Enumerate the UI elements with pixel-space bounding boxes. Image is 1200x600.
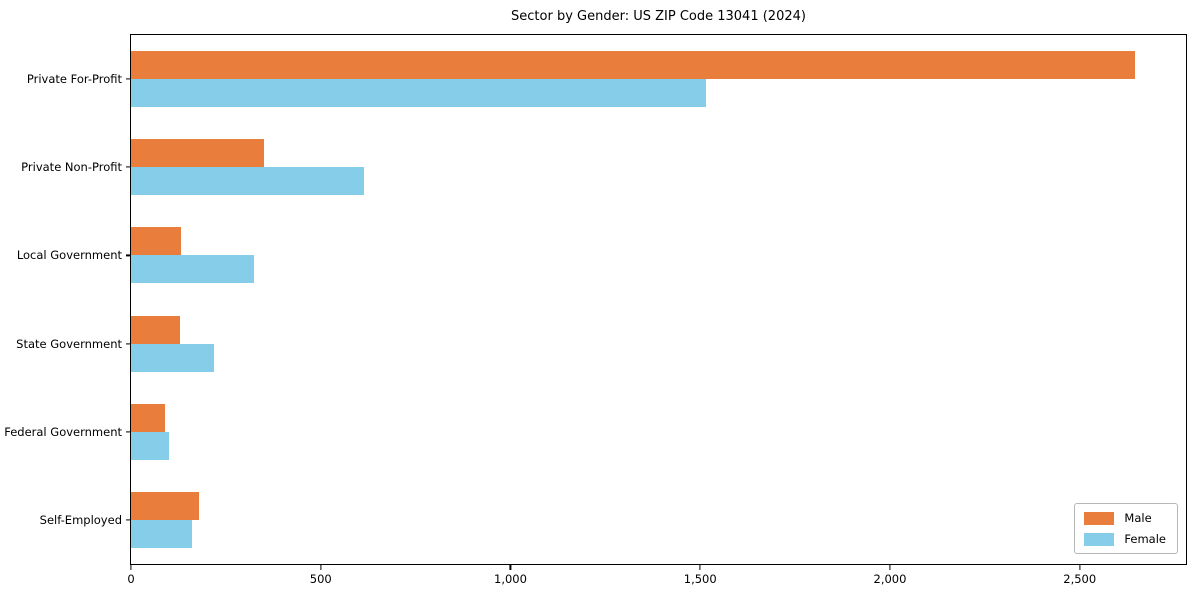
bar-group-federal-government: [131, 403, 1186, 460]
bar-group-private-non-profit: [131, 139, 1186, 196]
legend-label-female: Female: [1124, 532, 1166, 546]
y-axis-label-private-for-profit: Private For-Profit: [26, 72, 122, 87]
x-tick-label: 2,500: [1063, 572, 1097, 586]
bar-female-self-employed: [131, 519, 193, 548]
y-axis-label-federal-government: Federal Government: [4, 424, 122, 439]
bar-group-state-government: [131, 315, 1186, 372]
x-axis: 0 500 1,000 1,500 2,000 2,500: [127, 564, 1186, 594]
x-tick-label: 1,500: [683, 572, 717, 586]
x-tick-label: 0: [127, 572, 135, 586]
y-axis-label-self-employed: Self-Employed: [39, 512, 122, 527]
y-axis-label-state-government: State Government: [16, 336, 122, 351]
legend-swatch-male: [1084, 511, 1115, 525]
category-row-state-government: State Government: [16, 300, 1186, 388]
x-tick-label: 500: [309, 572, 332, 586]
legend-label-male: Male: [1124, 511, 1152, 525]
x-tick-mark: [699, 565, 701, 570]
legend-item-male: Male: [1084, 511, 1166, 525]
x-tick-mark: [889, 565, 891, 570]
y-tick-mark: [126, 431, 131, 433]
y-tick-mark: [126, 343, 131, 345]
bar-female-state-government: [131, 343, 215, 372]
bar-female-federal-government: [131, 431, 169, 460]
y-tick-mark: [126, 78, 131, 80]
x-tick-mark: [1079, 565, 1081, 570]
category-row-federal-government: Federal Government: [4, 388, 1186, 476]
plot-area: Private For-Profit Private Non-Profit Loca…: [4, 34, 1187, 586]
legend-item-female: Female: [1084, 532, 1166, 546]
x-tick-label: 2,000: [873, 572, 907, 586]
x-tick-mark: [509, 565, 512, 570]
y-tick-mark: [126, 519, 131, 521]
category-row-self-employed: Self-Employed: [40, 476, 1186, 564]
legend-swatch-female: [1084, 532, 1115, 546]
bar-male-local-government: [131, 227, 182, 256]
bar-group-local-government: [131, 227, 1186, 284]
x-tick-label: 1,000: [494, 572, 527, 586]
y-tick-mark: [126, 166, 131, 168]
x-tick-mark: [320, 565, 322, 570]
category-row-local-government: Local Government: [17, 211, 1186, 299]
category-row-private-non-profit: Private Non-Profit: [21, 123, 1186, 211]
bar-female-local-government: [131, 255, 254, 284]
legend: Male Female: [1074, 503, 1178, 554]
chart-title: Sector by Gender: US ZIP Code 13041 (202…: [511, 9, 806, 24]
bar-male-state-government: [131, 315, 180, 344]
bar-rows: Private For-Profit Private Non-Profit Loca…: [4, 35, 1186, 564]
y-tick-mark: [126, 254, 131, 257]
bar-male-private-non-profit: [131, 139, 264, 168]
bar-male-self-employed: [131, 491, 199, 520]
bar-female-private-for-profit: [131, 79, 706, 108]
bar-male-private-for-profit: [131, 51, 1135, 80]
category-row-private-for-profit: Private For-Profit: [27, 35, 1186, 123]
y-axis-label-private-non-profit: Private Non-Profit: [21, 160, 122, 175]
x-tick-mark: [130, 565, 132, 570]
y-axis-label-local-government: Local Government: [16, 248, 122, 263]
bar-group-private-for-profit: [131, 51, 1186, 108]
bar-male-federal-government: [131, 403, 165, 432]
bar-group-self-employed: [131, 491, 1186, 548]
bar-female-private-non-profit: [131, 167, 365, 196]
